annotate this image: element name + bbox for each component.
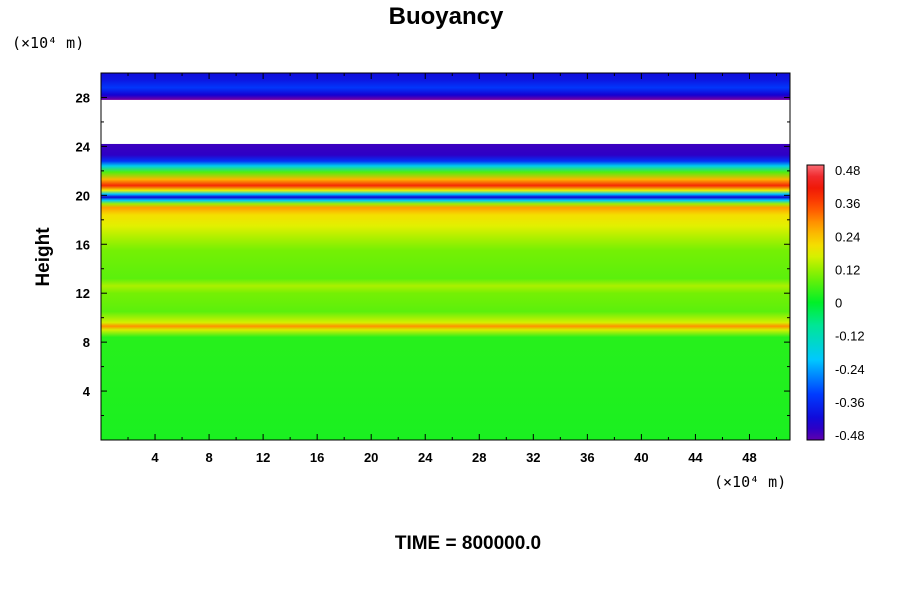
blank-band bbox=[101, 99, 790, 144]
x-tick-label: 40 bbox=[634, 450, 648, 465]
colorbar-ticks: 0.48 0.36 0.24 0.12 0 -0.12 -0.24 -0.36 -0.48 bbox=[835, 163, 865, 443]
y-tick-label: 20 bbox=[76, 188, 90, 203]
colorbar-tick-label: -0.48 bbox=[835, 428, 865, 443]
colorbar-tick-label: -0.24 bbox=[835, 362, 865, 377]
colorbar-tick-label: -0.36 bbox=[835, 395, 865, 410]
y-unit-label: (×10⁴ m) bbox=[12, 34, 84, 52]
colorbar-fill bbox=[807, 165, 824, 440]
colorbar-tick-label: 0.24 bbox=[835, 229, 860, 244]
colorbar-tick-label: 0.36 bbox=[835, 196, 860, 211]
plot-area bbox=[100, 72, 791, 441]
plot-frame bbox=[100, 72, 791, 441]
x-tick-label: 36 bbox=[580, 450, 594, 465]
colorbar-tick-label: 0.12 bbox=[835, 262, 860, 277]
x-unit-label: (×10⁴ m) bbox=[714, 473, 786, 491]
y-tick-label: 28 bbox=[76, 90, 90, 105]
x-tick-label: 16 bbox=[310, 450, 324, 465]
chart-title: Buoyancy bbox=[389, 3, 504, 30]
colorbar-frame bbox=[806, 164, 825, 441]
y-tick-label: 16 bbox=[76, 237, 90, 252]
x-tick-label: 20 bbox=[364, 450, 378, 465]
y-axis: 4 8 12 16 20 24 28 bbox=[76, 90, 790, 417]
time-label: TIME = 800000.0 bbox=[395, 533, 541, 554]
x-tick-label: 24 bbox=[418, 450, 433, 465]
y-tick-label: 12 bbox=[76, 286, 90, 301]
x-tick-label: 4 bbox=[151, 450, 159, 465]
x-tick-label: 12 bbox=[256, 450, 270, 465]
y-tick-label: 8 bbox=[83, 335, 90, 350]
y-tick-label: 4 bbox=[83, 384, 91, 399]
x-tick-label: 48 bbox=[742, 450, 756, 465]
x-tick-label: 8 bbox=[205, 450, 212, 465]
y-tick-label: 24 bbox=[76, 139, 91, 154]
x-tick-label: 28 bbox=[472, 450, 486, 465]
colorbar-tick-label: 0.48 bbox=[835, 163, 860, 178]
colorbar-tick-label: -0.12 bbox=[835, 329, 865, 344]
y-axis-label: Height bbox=[33, 227, 54, 287]
colorbar-tick-label: 0 bbox=[835, 296, 842, 311]
x-tick-label: 32 bbox=[526, 450, 540, 465]
x-axis: 4 8 12 16 20 24 28 32 36 40 44 48 bbox=[127, 73, 777, 465]
colorbar: 0.48 0.36 0.24 0.12 0 -0.12 -0.24 -0.36 -0.48 bbox=[806, 163, 865, 443]
x-tick-label: 44 bbox=[688, 450, 703, 465]
